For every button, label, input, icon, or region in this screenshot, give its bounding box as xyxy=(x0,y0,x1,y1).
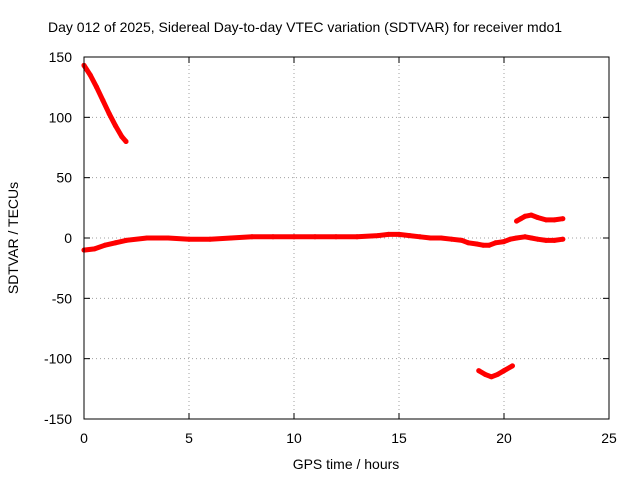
data-point xyxy=(501,239,507,245)
data-point xyxy=(207,236,213,242)
data-point xyxy=(449,236,454,242)
data-point xyxy=(476,368,482,374)
data-point xyxy=(488,374,494,380)
data-point xyxy=(386,231,391,237)
data-point xyxy=(312,234,318,240)
y-tick-label: 0 xyxy=(64,230,72,246)
series-line-segment-2 xyxy=(81,231,566,253)
y-axis-label: SDTVAR / TECUs xyxy=(5,182,21,294)
data-point xyxy=(522,234,528,240)
data-point xyxy=(417,234,423,240)
data-point xyxy=(102,242,108,248)
data-point xyxy=(486,242,492,248)
data-point xyxy=(428,235,433,241)
y-tick-label: -100 xyxy=(44,351,72,367)
data-point xyxy=(333,234,339,240)
data-point xyxy=(123,237,129,243)
data-point xyxy=(493,240,499,246)
data-point xyxy=(144,235,150,241)
data-point xyxy=(459,237,465,243)
data-point xyxy=(375,233,381,239)
data-point xyxy=(514,235,520,241)
data-point xyxy=(249,234,255,240)
y-tick-label: 100 xyxy=(49,109,73,125)
y-tick-label: -150 xyxy=(44,411,72,427)
data-point xyxy=(123,139,129,144)
data-point xyxy=(480,242,486,248)
data-point xyxy=(407,233,412,239)
series-layer xyxy=(81,62,566,380)
data-point xyxy=(100,97,106,103)
data-point xyxy=(482,371,488,377)
data-point xyxy=(291,234,297,240)
data-point xyxy=(551,217,557,223)
data-point xyxy=(535,215,541,220)
data-point xyxy=(438,235,444,241)
data-point xyxy=(535,236,541,242)
x-tick-label: 15 xyxy=(391,430,407,446)
data-point xyxy=(396,231,402,237)
data-point xyxy=(514,218,520,224)
x-tick-label: 10 xyxy=(286,430,302,446)
data-point xyxy=(228,235,234,241)
data-point xyxy=(543,237,549,243)
data-point xyxy=(270,234,276,240)
x-tick-label: 20 xyxy=(496,430,512,446)
x-axis-label: GPS time / hours xyxy=(293,456,400,472)
data-point xyxy=(87,72,93,78)
data-point xyxy=(507,236,513,242)
data-point xyxy=(560,236,566,242)
y-tick-label: 150 xyxy=(49,49,73,65)
data-point xyxy=(522,213,528,219)
y-tick-label: 50 xyxy=(56,170,72,186)
data-point xyxy=(113,240,118,246)
data-point xyxy=(186,236,192,242)
chart-title: Day 012 of 2025, Sidereal Day-to-day VTE… xyxy=(48,19,562,35)
data-point xyxy=(474,241,480,247)
data-point xyxy=(165,235,171,241)
data-point xyxy=(501,368,507,374)
data-point xyxy=(465,240,471,246)
data-point xyxy=(560,216,566,222)
data-point xyxy=(528,235,534,241)
data-point xyxy=(92,246,97,252)
data-point xyxy=(528,212,534,218)
x-tick-label: 25 xyxy=(601,430,617,446)
data-point xyxy=(119,134,125,140)
data-point xyxy=(354,234,360,240)
x-tick-label: 5 xyxy=(185,430,193,446)
data-point xyxy=(106,111,112,117)
y-tick-label: -50 xyxy=(52,290,72,306)
data-point xyxy=(543,217,549,223)
data-point xyxy=(509,363,515,369)
ticks-layer: 0 5 10 15 20 25 -150 -100 -50 0 50 100 150 xyxy=(44,49,617,446)
data-point xyxy=(94,84,100,90)
x-tick-label: 0 xyxy=(80,430,88,446)
data-point xyxy=(495,371,501,377)
data-point xyxy=(551,237,557,243)
data-point xyxy=(113,123,118,129)
data-point xyxy=(518,216,524,222)
